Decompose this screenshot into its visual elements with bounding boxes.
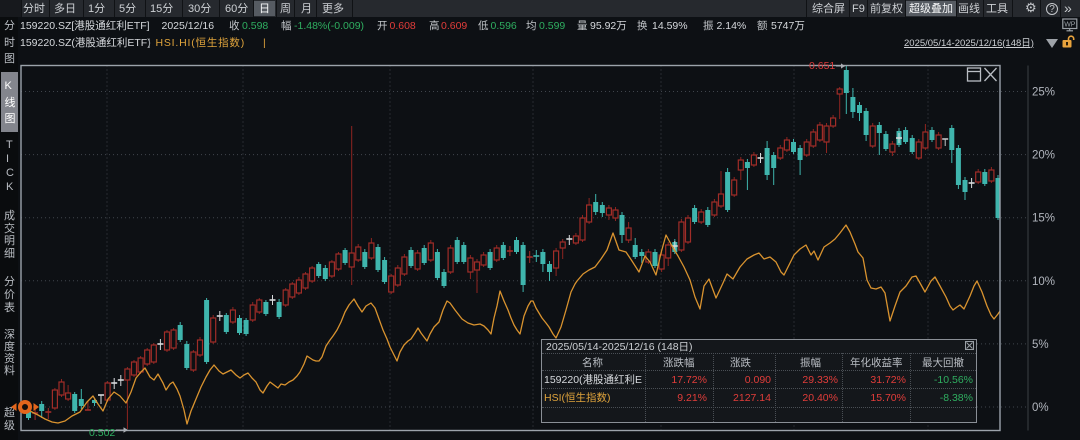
svg-text:0.502: 0.502 [89, 427, 115, 439]
svg-text:20%: 20% [1032, 150, 1055, 162]
svg-text:WP: WP [1064, 21, 1076, 28]
svg-text:0%: 0% [1032, 402, 1049, 414]
svg-text:15%: 15% [1032, 213, 1055, 225]
svg-text:25%: 25% [1032, 87, 1055, 99]
svg-text:5%: 5% [1032, 339, 1049, 351]
svg-text:10%: 10% [1032, 276, 1055, 288]
svg-text:0.651: 0.651 [809, 60, 835, 72]
